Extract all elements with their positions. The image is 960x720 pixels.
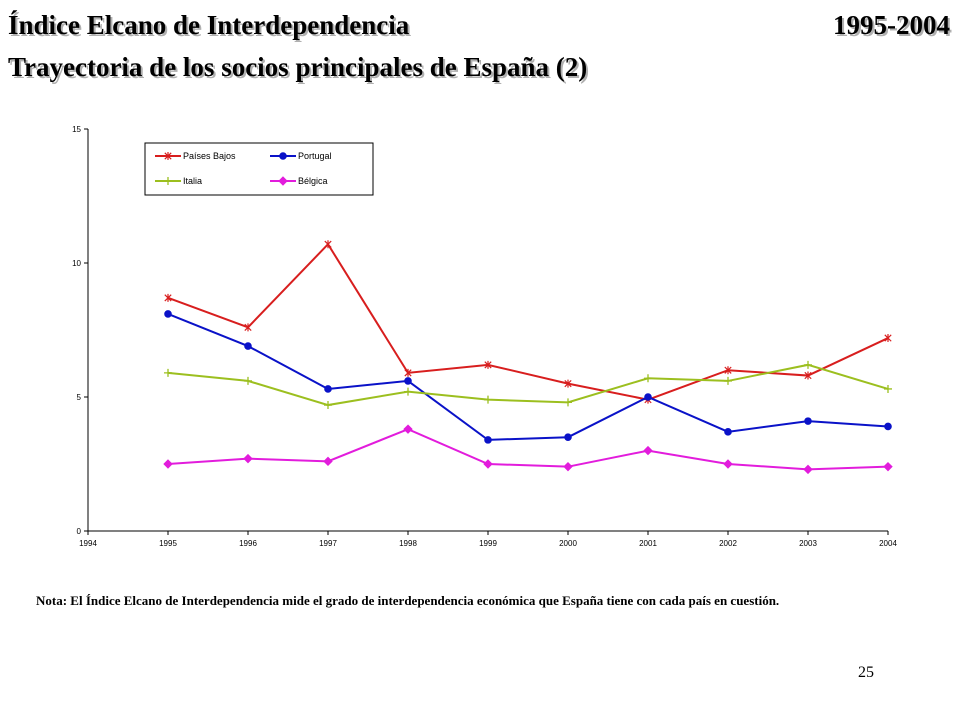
data-point-portugal <box>244 342 252 350</box>
data-point-paises-bajos <box>244 323 252 332</box>
data-point-italia <box>164 368 172 377</box>
data-point-paises-bajos <box>324 240 332 249</box>
data-point-belgica <box>403 424 413 434</box>
data-point-italia <box>484 395 492 404</box>
data-point-paises-bajos <box>724 366 732 375</box>
data-point-belgica <box>803 464 813 475</box>
data-point-italia <box>644 374 652 383</box>
footnote: Nota: El Índice Elcano de Interdependenc… <box>36 593 780 608</box>
legend-marker-portugal <box>279 152 287 160</box>
data-point-belgica <box>723 459 733 469</box>
data-point-belgica <box>243 453 253 464</box>
data-point-paises-bajos <box>404 368 412 377</box>
data-point-belgica <box>643 445 653 456</box>
data-point-belgica <box>483 459 493 469</box>
page-title: Índice Elcano de Interdependencia <box>8 10 410 40</box>
data-point-paises-bajos <box>164 293 172 302</box>
data-point-belgica <box>563 461 573 472</box>
data-point-portugal <box>404 377 412 385</box>
legend-marker-belgica <box>278 176 288 186</box>
x-tick-label: 2000 <box>559 539 577 548</box>
data-point-italia <box>564 398 572 407</box>
legend-label-belgica: Bélgica <box>298 176 328 186</box>
data-point-paises-bajos <box>884 334 892 343</box>
y-tick-label: 10 <box>72 259 81 268</box>
series-line-belgica <box>167 428 889 471</box>
data-point-italia <box>404 387 412 396</box>
data-point-belgica <box>163 459 173 469</box>
legend-label-paises-bajos: Países Bajos <box>183 151 236 161</box>
legend-marker-italia <box>164 177 172 185</box>
data-point-portugal <box>564 433 572 442</box>
x-tick-label: 1997 <box>319 539 337 548</box>
data-point-paises-bajos <box>484 360 492 369</box>
data-point-paises-bajos <box>804 371 812 380</box>
data-point-belgica <box>323 456 333 467</box>
legend-marker-paises-bajos <box>164 152 172 160</box>
data-point-italia <box>884 384 892 393</box>
y-tick-label: 0 <box>77 527 82 536</box>
legend-label-portugal: Portugal <box>298 151 332 161</box>
data-point-italia <box>244 376 252 385</box>
x-tick-label: 1995 <box>159 539 177 548</box>
data-point-portugal <box>164 310 172 318</box>
data-point-portugal <box>324 385 332 393</box>
legend <box>144 142 374 196</box>
data-point-italia <box>724 376 732 385</box>
series-line-italia <box>167 363 889 407</box>
x-tick-label: 1999 <box>479 539 497 548</box>
data-point-portugal <box>884 422 892 431</box>
x-tick-label: 1994 <box>79 539 97 548</box>
series-line-portugal <box>167 312 889 441</box>
period-label: 1995-2004 <box>833 10 950 40</box>
page-number: 25 <box>858 664 874 681</box>
x-tick-label: 1998 <box>399 539 417 548</box>
data-point-portugal <box>484 436 492 444</box>
y-tick-label: 15 <box>72 125 81 134</box>
data-point-portugal <box>724 428 732 436</box>
legend-label-italia: Italia <box>183 176 202 186</box>
x-tick-label: 2003 <box>799 539 817 548</box>
series-line-paises-bajos <box>167 242 889 401</box>
data-point-belgica <box>883 461 893 472</box>
x-tick-label: 2001 <box>639 539 657 548</box>
data-point-italia <box>804 360 812 369</box>
x-tick-label: 1996 <box>239 539 257 548</box>
data-point-portugal <box>804 417 812 425</box>
x-tick-label: 2002 <box>719 539 737 548</box>
line-chart: 0 5 10 15 1994 1995 1996 1997 1998 1999 2000 2001 20… <box>72 125 897 548</box>
data-point-portugal <box>644 393 652 401</box>
data-point-italia <box>324 401 332 410</box>
data-point-paises-bajos <box>564 379 572 388</box>
y-tick-label: 5 <box>77 393 82 402</box>
page-subtitle: Trayectoria de los socios principales de… <box>8 52 588 82</box>
x-tick-label: 2004 <box>879 539 897 548</box>
